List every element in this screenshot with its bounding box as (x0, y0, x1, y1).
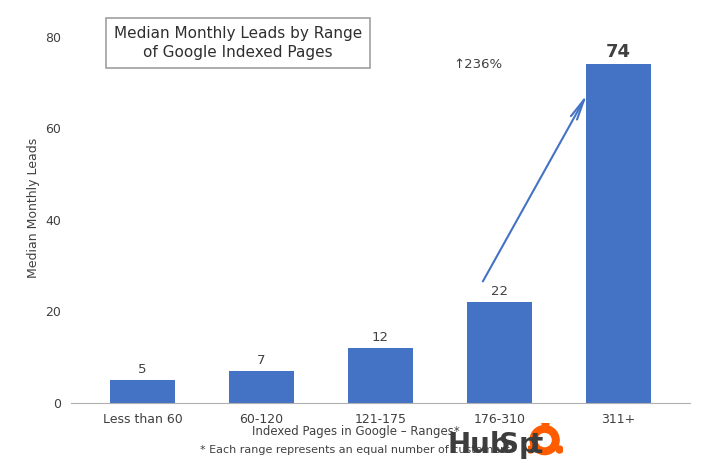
Text: Indexed Pages in Google – Ranges*: Indexed Pages in Google – Ranges* (252, 425, 459, 438)
Text: ↑236%: ↑236% (454, 58, 503, 71)
Text: 74: 74 (606, 43, 631, 61)
Text: 7: 7 (257, 354, 266, 367)
Bar (229, 371, 294, 403)
Bar (586, 64, 651, 403)
Bar (109, 380, 175, 403)
Text: 5: 5 (138, 363, 146, 376)
Text: Sp: Sp (499, 432, 539, 459)
Bar (466, 302, 532, 403)
Text: 12: 12 (372, 331, 389, 344)
Bar (348, 348, 413, 403)
Circle shape (538, 433, 551, 447)
Text: * Each range represents an equal number of customers: * Each range represents an equal number … (201, 444, 510, 455)
Text: t: t (530, 432, 543, 459)
Y-axis label: Median Monthly Leads: Median Monthly Leads (27, 138, 40, 278)
Text: 22: 22 (491, 286, 508, 299)
Circle shape (530, 425, 559, 455)
Text: Median Monthly Leads by Range
of Google Indexed Pages: Median Monthly Leads by Range of Google … (114, 25, 362, 60)
Text: Hub: Hub (448, 432, 510, 459)
